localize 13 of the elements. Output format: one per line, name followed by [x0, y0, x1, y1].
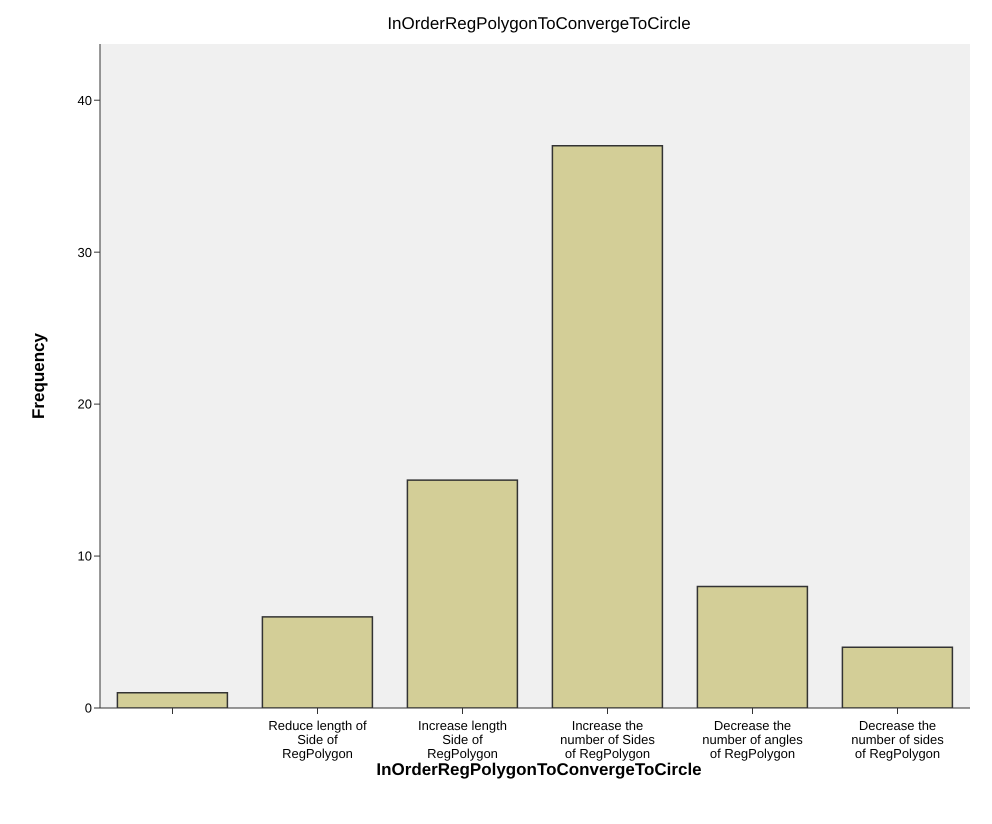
- chart-title: InOrderRegPolygonToConvergeToCircle: [386, 14, 692, 34]
- y-tick-label: 30: [78, 244, 92, 260]
- x-axis-title: InOrderRegPolygonToConvergeToCircle: [375, 760, 703, 780]
- x-tick-label: Increase the number of Sides of RegPolygon: [560, 718, 656, 761]
- y-axis-title: Frequency: [29, 332, 48, 419]
- x-tick-label: Reduce length of Side of RegPolygon: [268, 718, 368, 761]
- y-tick-label: 0: [84, 700, 92, 716]
- y-tick-label: 40: [78, 92, 92, 108]
- y-tick-label: 10: [78, 548, 92, 564]
- x-tick-label: Increase length Side of RegPolygon: [418, 718, 507, 761]
- x-tick-label: Decrease the number of sides of RegPolygon: [851, 718, 944, 761]
- x-tick-label: Decrease the number of angles of RegPolygon: [702, 718, 804, 761]
- y-tick-label: 20: [78, 396, 92, 412]
